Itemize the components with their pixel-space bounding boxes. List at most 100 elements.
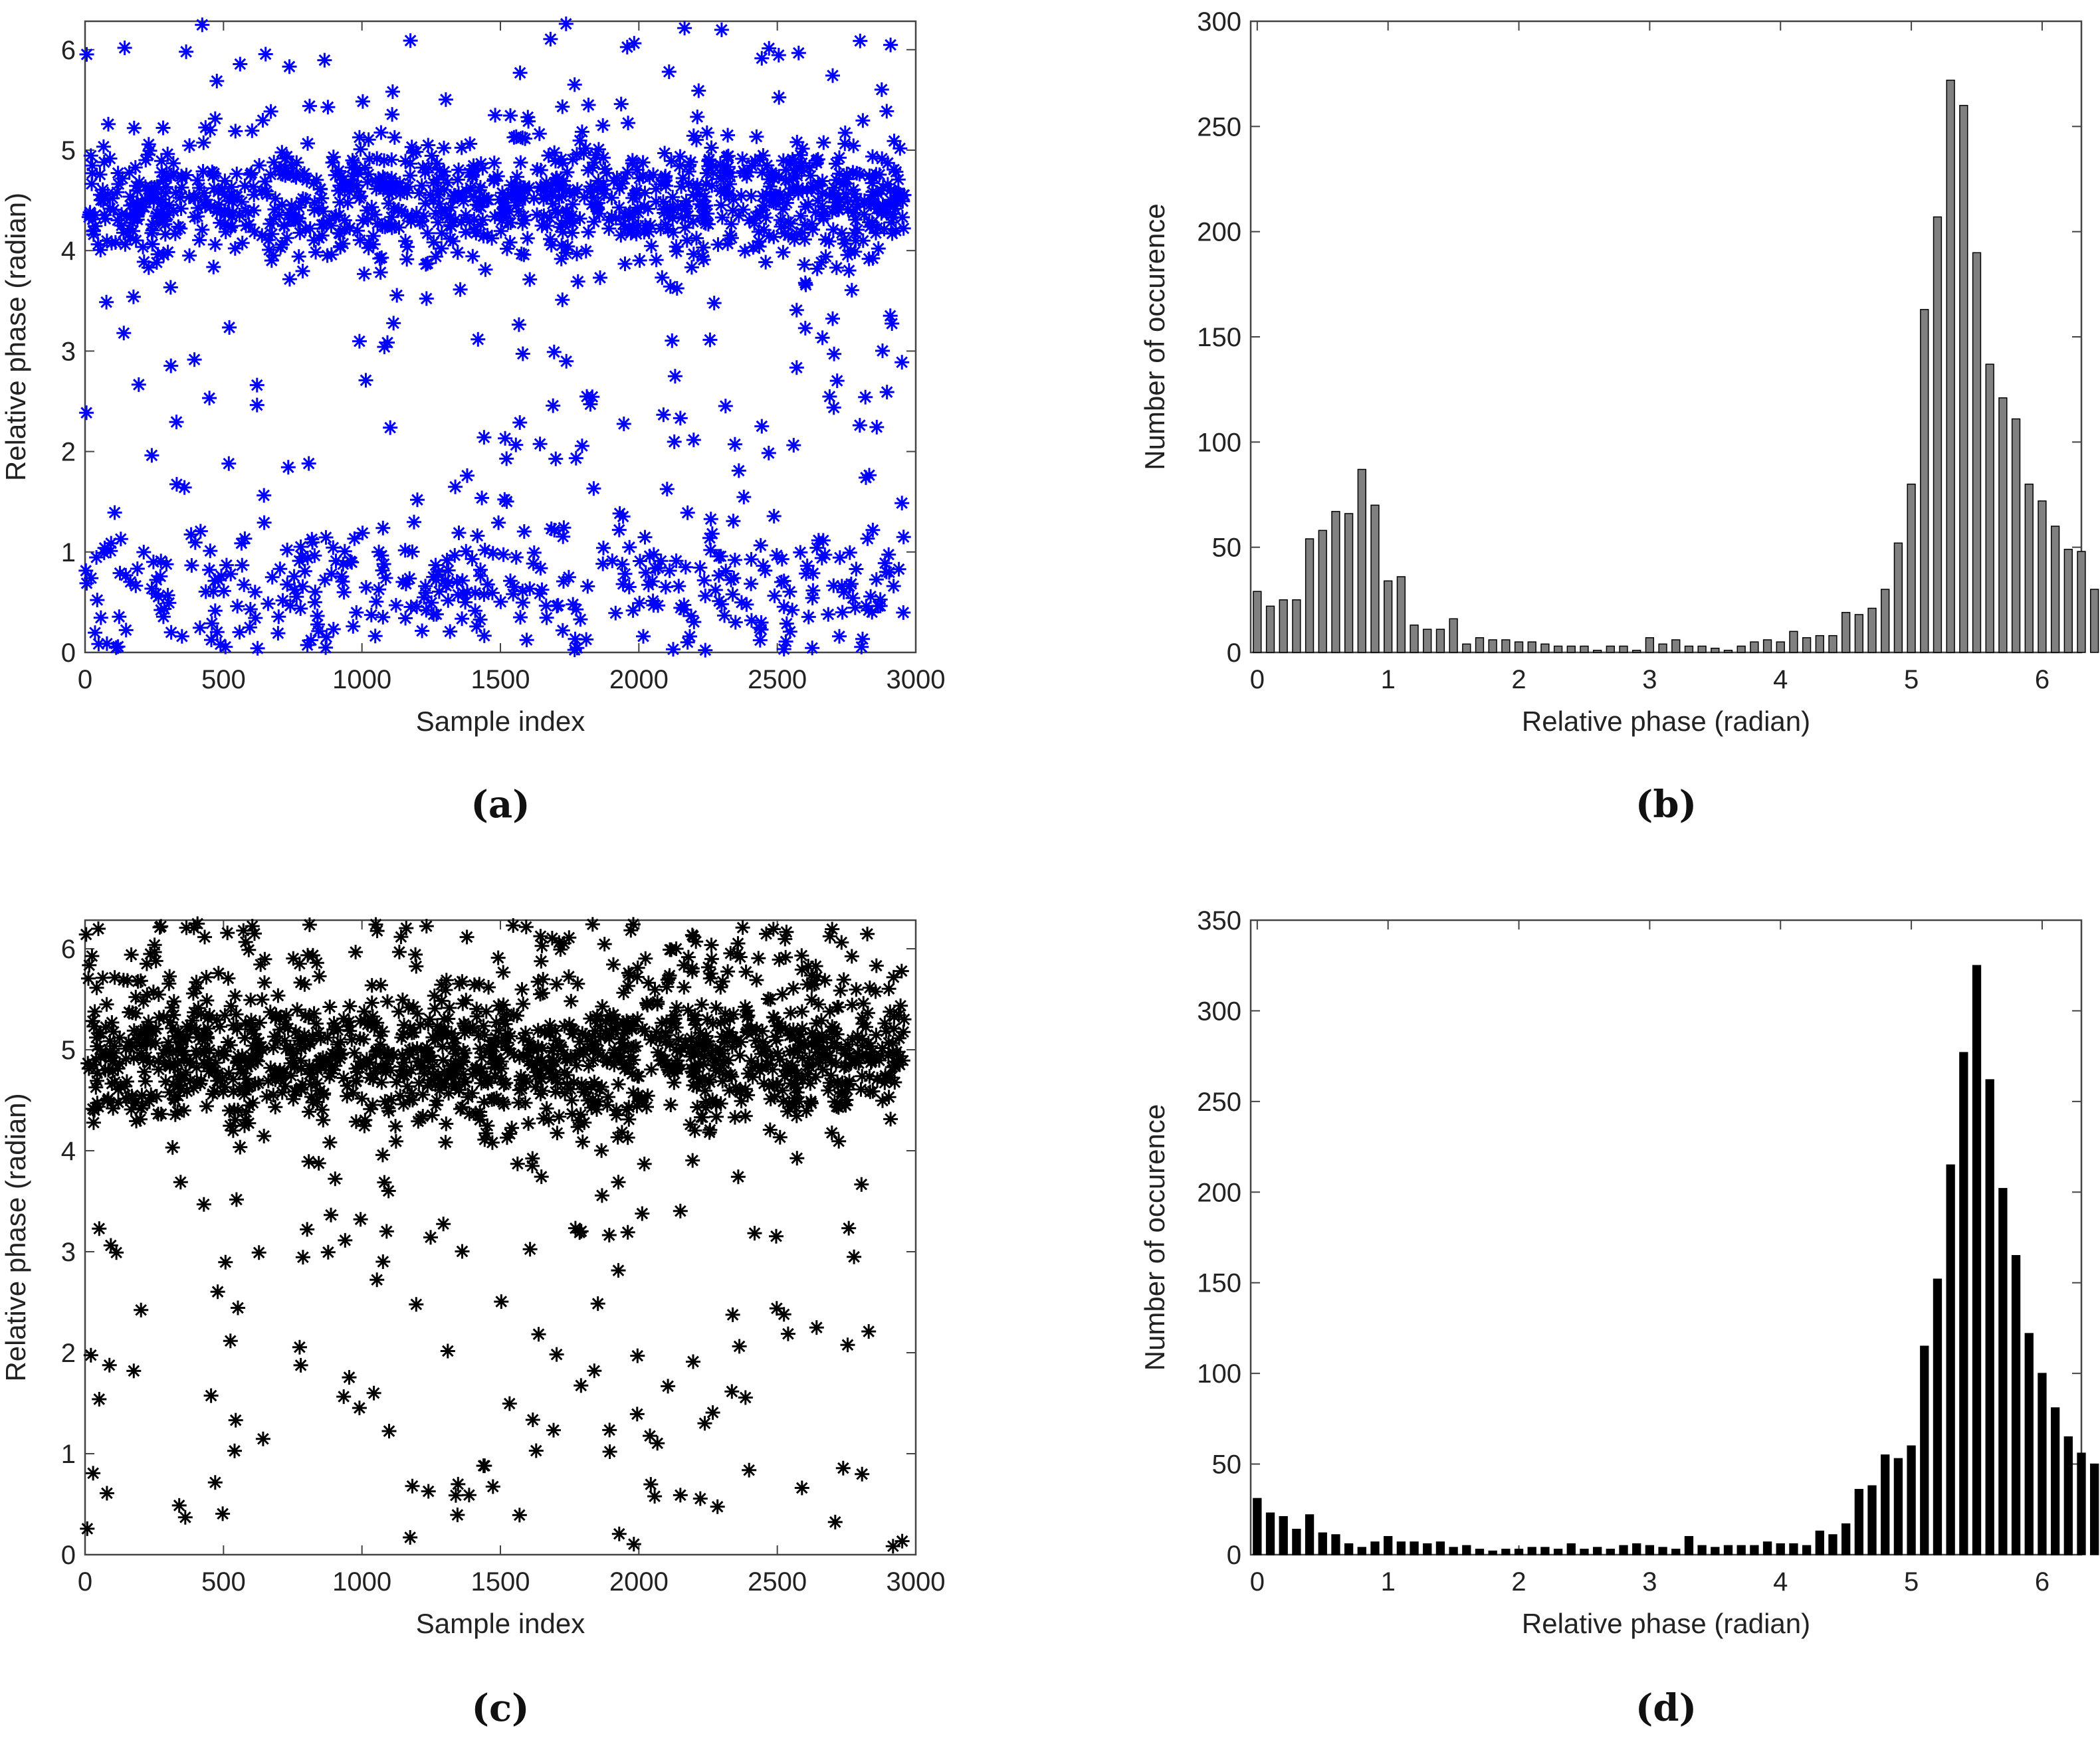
scatter-point bbox=[772, 90, 787, 105]
scatter-point bbox=[80, 1056, 96, 1071]
scatter-point bbox=[472, 977, 487, 992]
scatter-point bbox=[708, 1000, 724, 1015]
scatter-point bbox=[219, 557, 234, 573]
scatter-point bbox=[244, 1020, 259, 1034]
scatter-point bbox=[669, 239, 684, 254]
scatter-point bbox=[827, 195, 843, 210]
scatter-point bbox=[586, 155, 601, 170]
scatter-point bbox=[272, 561, 288, 577]
scatter-point bbox=[879, 1024, 894, 1039]
scatter-point bbox=[574, 1076, 589, 1092]
scatter-point bbox=[350, 1064, 365, 1080]
scatter-point bbox=[883, 183, 898, 197]
scatter-point bbox=[580, 1093, 595, 1108]
scatter-point bbox=[821, 1083, 836, 1098]
scatter-point bbox=[221, 1066, 237, 1081]
scatter-point bbox=[373, 265, 388, 280]
scatter-point bbox=[336, 1011, 352, 1026]
scatter-point bbox=[694, 997, 709, 1013]
scatter-point bbox=[246, 1026, 261, 1042]
scatter-point bbox=[307, 548, 322, 563]
scatter-point bbox=[696, 252, 711, 267]
scatter-point bbox=[86, 1115, 101, 1130]
scatter-point bbox=[318, 640, 334, 655]
scatter-point bbox=[227, 1443, 242, 1458]
y-tick-label: 5 bbox=[61, 1036, 76, 1065]
scatter-point bbox=[782, 584, 797, 599]
scatter-point bbox=[366, 1072, 381, 1087]
scatter-point bbox=[364, 978, 379, 993]
scatter-point bbox=[617, 1026, 633, 1041]
scatter-point bbox=[827, 1514, 843, 1529]
scatter-point bbox=[522, 1034, 537, 1050]
scatter-point bbox=[702, 332, 718, 347]
scatter-point bbox=[568, 450, 583, 466]
scatter-point bbox=[418, 579, 433, 594]
scatter-point bbox=[140, 1019, 155, 1034]
bar bbox=[1762, 1541, 1772, 1555]
scatter-point bbox=[93, 1050, 108, 1064]
scatter-point bbox=[768, 195, 784, 211]
scatter-point bbox=[752, 633, 768, 648]
scatter-point bbox=[389, 288, 405, 303]
scatter-point bbox=[471, 332, 486, 347]
scatter-point bbox=[443, 217, 458, 233]
scatter-point bbox=[478, 1004, 494, 1019]
scatter-point bbox=[677, 1037, 692, 1052]
scatter-point bbox=[424, 595, 439, 611]
scatter-point bbox=[895, 1053, 910, 1068]
scatter-point bbox=[694, 1110, 709, 1125]
scatter-point bbox=[407, 1025, 421, 1040]
scatter-point bbox=[822, 1075, 837, 1090]
bar bbox=[1998, 397, 2008, 653]
scatter-point bbox=[365, 1098, 380, 1112]
scatter-point bbox=[485, 1479, 500, 1494]
scatter-point bbox=[128, 1096, 143, 1111]
scatter-point bbox=[580, 579, 595, 594]
scatter-point bbox=[720, 148, 736, 163]
scatter-point bbox=[615, 509, 631, 524]
scatter-point bbox=[762, 1079, 777, 1094]
scatter-point bbox=[611, 1175, 626, 1190]
scatter-point bbox=[362, 151, 377, 167]
scatter-point bbox=[809, 1320, 824, 1335]
scatter-point bbox=[789, 1108, 804, 1123]
scatter-point bbox=[595, 1049, 611, 1064]
scatter-point bbox=[287, 582, 302, 597]
scatter-point bbox=[375, 1024, 390, 1039]
scatter-point bbox=[841, 263, 857, 278]
scatter-point bbox=[487, 209, 502, 225]
scatter-point bbox=[786, 154, 801, 169]
scatter-point bbox=[257, 951, 272, 967]
bar bbox=[1881, 1454, 1890, 1555]
scatter-point bbox=[319, 629, 334, 644]
scatter-point bbox=[437, 1011, 452, 1026]
scatter-point bbox=[240, 1059, 255, 1074]
scatter-point bbox=[211, 1066, 225, 1081]
x-tick-label: 1 bbox=[1381, 665, 1396, 694]
scatter-point bbox=[197, 929, 212, 945]
scatter-point bbox=[773, 213, 788, 228]
bar bbox=[1553, 645, 1563, 653]
panel-caption: (c) bbox=[471, 1686, 529, 1730]
scatter-point bbox=[881, 981, 896, 997]
scatter-point bbox=[210, 201, 225, 216]
scatter-point bbox=[885, 1036, 900, 1051]
scatter-point bbox=[762, 179, 778, 194]
scatter-point bbox=[883, 308, 898, 324]
scatter-point bbox=[293, 601, 308, 616]
scatter-point bbox=[174, 1033, 189, 1048]
scatter-point bbox=[852, 418, 867, 433]
bar bbox=[2050, 526, 2060, 653]
y-tick-label: 150 bbox=[1197, 323, 1241, 352]
scatter-point bbox=[355, 213, 370, 228]
bar bbox=[1920, 309, 1929, 653]
scatter-point bbox=[399, 921, 414, 935]
bar bbox=[1985, 363, 1994, 653]
scatter-point bbox=[291, 200, 306, 215]
scatter-point bbox=[789, 1080, 804, 1095]
scatter-point bbox=[369, 151, 385, 166]
scatter-point bbox=[775, 1083, 790, 1098]
scatter-point bbox=[126, 1023, 142, 1038]
scatter-point bbox=[419, 919, 434, 933]
